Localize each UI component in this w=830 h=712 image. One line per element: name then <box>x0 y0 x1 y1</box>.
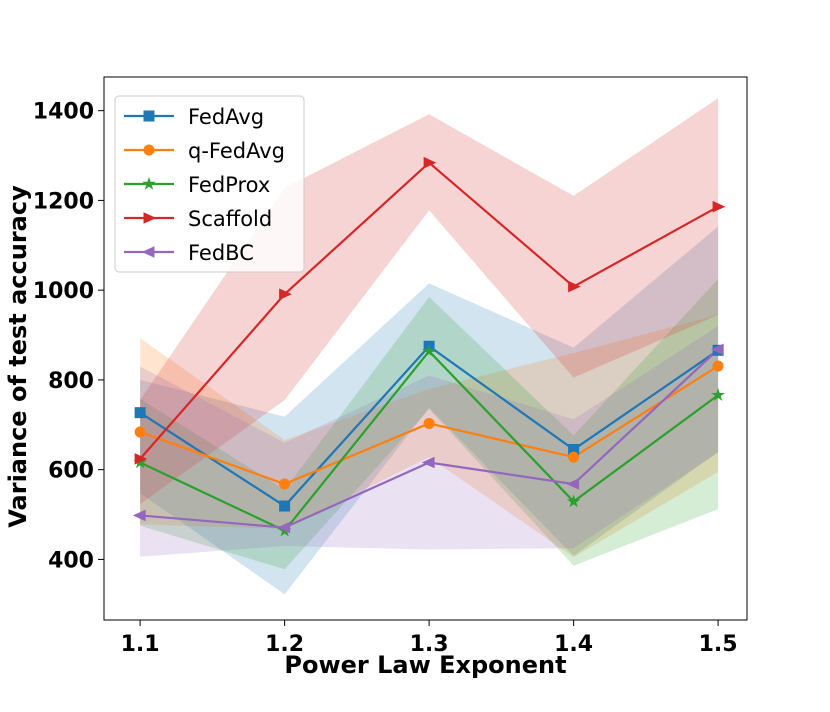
y-tick-label: 1200 <box>33 189 94 214</box>
legend-label: FedAvg <box>188 105 264 129</box>
legend-marker <box>143 144 155 156</box>
legend-label: q-FedAvg <box>188 139 285 163</box>
x-tick-label: 1.1 <box>121 632 160 657</box>
scaffold-point <box>279 288 292 300</box>
y-axis-title: Variance of test accuracy <box>4 185 32 528</box>
legend-label: FedBC <box>188 241 254 265</box>
x-tick-label: 1.4 <box>554 632 593 657</box>
scaffold-point <box>134 453 148 465</box>
q-fedavg-point <box>423 417 435 429</box>
fedbc-point <box>132 509 146 522</box>
fedbc-point <box>277 521 291 534</box>
plot-frame <box>103 76 748 621</box>
y-tick-label: 800 <box>48 369 94 394</box>
x-tick-label: 1.3 <box>410 632 449 657</box>
x-axis-ticks: 1.1 1.2 1.3 1.4 1.5 <box>121 620 738 657</box>
y-tick-label: 1400 <box>33 100 94 125</box>
legend-item-q-fedavg: q-FedAvg <box>124 139 285 163</box>
legend-marker <box>142 176 156 190</box>
fedprox-point <box>711 388 725 401</box>
x-tick-label: 1.2 <box>265 632 304 657</box>
fedbc-point <box>566 478 580 490</box>
q-fedavg-point <box>279 478 291 490</box>
q-fedavg-point <box>712 360 724 372</box>
fedbc-point <box>710 343 724 356</box>
legend-item-scaffold: Scaffold <box>124 207 272 231</box>
x-tick-label: 1.5 <box>699 632 738 657</box>
x-axis-title: Power Law Exponent <box>284 651 566 679</box>
fedprox-point <box>566 494 581 508</box>
legend: FedAvg q-FedAvg FedProx Scaffold FedBC <box>114 95 305 273</box>
legend-marker <box>143 110 155 122</box>
fedavg-point <box>134 407 146 419</box>
scaffold-point <box>712 200 726 213</box>
series-markers <box>132 156 726 537</box>
y-tick-label: 400 <box>48 548 94 573</box>
scaffold-point <box>568 280 581 293</box>
legend-box <box>114 95 305 273</box>
legend-item-fedavg: FedAvg <box>124 105 264 129</box>
q-fedavg-point <box>568 451 580 463</box>
fedavg-point <box>279 500 291 512</box>
legend-item-fedbc: FedBC <box>124 241 254 265</box>
legend-marker <box>143 212 157 224</box>
fedbc-point <box>421 456 435 469</box>
y-tick-label: 600 <box>48 459 94 484</box>
q-fedavg-point <box>134 426 146 438</box>
scaffold-point <box>423 156 437 169</box>
y-axis-ticks: 400 600 800 1000 1200 1400 <box>33 100 104 573</box>
legend-item-fedprox: FedProx <box>124 173 270 197</box>
legend-label: FedProx <box>188 173 270 197</box>
legend-marker <box>141 246 155 258</box>
y-tick-label: 1000 <box>33 279 94 304</box>
legend-label: Scaffold <box>188 207 272 231</box>
fedprox-point <box>422 344 436 357</box>
